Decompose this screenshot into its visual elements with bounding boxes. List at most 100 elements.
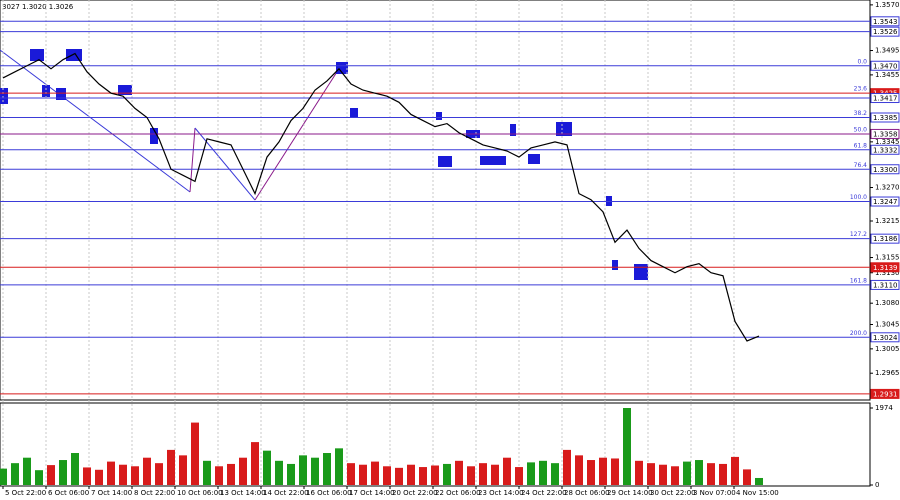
price-pane: [0, 0, 871, 401]
x-tick-label: 7 Oct 14:00: [91, 489, 132, 497]
x-tick-label: 30 Oct 22:00: [650, 489, 696, 497]
volume-bar: [647, 463, 655, 485]
trend-lines: [0, 49, 343, 201]
x-tick-label: 22 Oct 06:00: [435, 489, 481, 497]
volume-bar: [251, 442, 259, 485]
x-tick-label: 4 Nov 15:00: [736, 489, 779, 497]
volume-bar: [323, 453, 331, 485]
volume-bar: [623, 408, 631, 485]
volume-bar: [683, 461, 691, 485]
volume-bar: [515, 467, 523, 485]
level-box: [870, 279, 900, 290]
x-tick-label: 28 Oct 06:00: [564, 489, 610, 497]
x-tick-label: 6 Oct 06:00: [48, 489, 89, 497]
volume-bar: [563, 449, 571, 485]
volume-bar: [167, 449, 175, 485]
level-label: 1.3186: [873, 235, 898, 243]
y-tick-label: 1.3080: [875, 299, 900, 307]
level-label: 1.3526: [873, 28, 898, 36]
volume-bar: [59, 460, 67, 485]
y-tick-label: 1.3005: [875, 345, 900, 353]
volume-bar: [179, 455, 187, 485]
volume-bar: [0, 468, 7, 485]
volume-bar: [587, 460, 595, 485]
volume-bar: [227, 463, 235, 485]
volume-bar: [371, 461, 379, 485]
volume-bar: [707, 463, 715, 485]
volume-bar: [119, 464, 127, 485]
volume-bar: [419, 467, 427, 485]
level-label: 1.3470: [873, 62, 898, 70]
fib-label: 23.6: [854, 86, 868, 93]
y-tick-label: 1.3270: [875, 184, 900, 192]
x-tick-label: 24 Oct 22:00: [521, 489, 567, 497]
fib-label: 100.0: [850, 194, 867, 201]
level-box: [870, 262, 900, 273]
volume-bar: [107, 461, 115, 485]
volume-bar: [443, 463, 451, 485]
level-label: 1.2931: [873, 390, 898, 398]
x-tick-label: 16 Oct 06:00: [306, 489, 352, 497]
volume-bar: [659, 464, 667, 485]
level-box: [870, 196, 900, 207]
level-box: [870, 128, 900, 139]
x-tick-label: 23 Oct 14:00: [478, 489, 524, 497]
volume-bar: [503, 457, 511, 485]
volume-bar: [347, 463, 355, 485]
volume-bar: [635, 460, 643, 485]
volume-bar: [395, 467, 403, 485]
volume-bar: [527, 462, 535, 485]
x-tick-label: 8 Oct 22:00: [134, 489, 175, 497]
level-box: [870, 388, 900, 399]
level-label: 1.3139: [873, 264, 898, 272]
x-tick-label: 17 Oct 14:00: [349, 489, 395, 497]
volume-bar: [83, 467, 91, 485]
level-box: [870, 112, 900, 123]
level-box: [870, 26, 900, 37]
volume-bar: [551, 463, 559, 485]
volume-bar: [455, 460, 463, 485]
volume-bar: [335, 448, 343, 485]
volume-bar: [131, 466, 139, 485]
price-line: [2, 52, 760, 342]
volume-bar: [611, 458, 619, 485]
x-tick-label: 20 Oct 22:00: [392, 489, 438, 497]
volume-bar: [491, 464, 499, 485]
volume-bar: [71, 453, 79, 485]
volume-bar: [695, 460, 703, 485]
volume-bar: [719, 463, 727, 485]
volume-tick-label: 0: [875, 481, 879, 489]
fib-label: 127.2: [850, 231, 867, 238]
volume-bar: [311, 457, 319, 485]
volume-bar: [575, 455, 583, 485]
level-label: 1.3417: [873, 95, 898, 103]
y-tick-label: 1.3570: [875, 1, 900, 9]
volume-bar: [467, 466, 475, 485]
x-tick-label: 5 Oct 22:00: [5, 489, 46, 497]
volume-bar: [539, 460, 547, 485]
y-tick-label: 1.3215: [875, 217, 900, 225]
volume-bar: [155, 463, 163, 485]
x-tick-label: 29 Oct 14:00: [607, 489, 653, 497]
x-tick-label: 3 Nov 07:00: [693, 489, 736, 497]
level-label: 1.3543: [873, 18, 898, 26]
fib-label: 50.0: [854, 126, 868, 133]
fib-label: 61.8: [854, 142, 868, 149]
y-tick-label: 1.3155: [875, 254, 900, 262]
volume-bar: [755, 477, 763, 485]
volume-bar: [731, 456, 739, 485]
volume-bar: [263, 450, 271, 485]
y-tick-label: 1.3495: [875, 47, 900, 55]
volume-bar: [743, 469, 751, 485]
level-box: [870, 332, 900, 343]
volume-bar: [47, 465, 55, 485]
y-tick-label: 1.3045: [875, 321, 900, 329]
volume-bar: [203, 460, 211, 485]
volume-bar: [143, 457, 151, 485]
x-tick-label: 10 Oct 06:00: [177, 489, 223, 497]
fib-label: 0.0: [857, 58, 867, 65]
fib-label: 200.0: [850, 330, 867, 337]
volume-bar: [299, 455, 307, 485]
y-tick-label: 1.3455: [875, 71, 900, 79]
